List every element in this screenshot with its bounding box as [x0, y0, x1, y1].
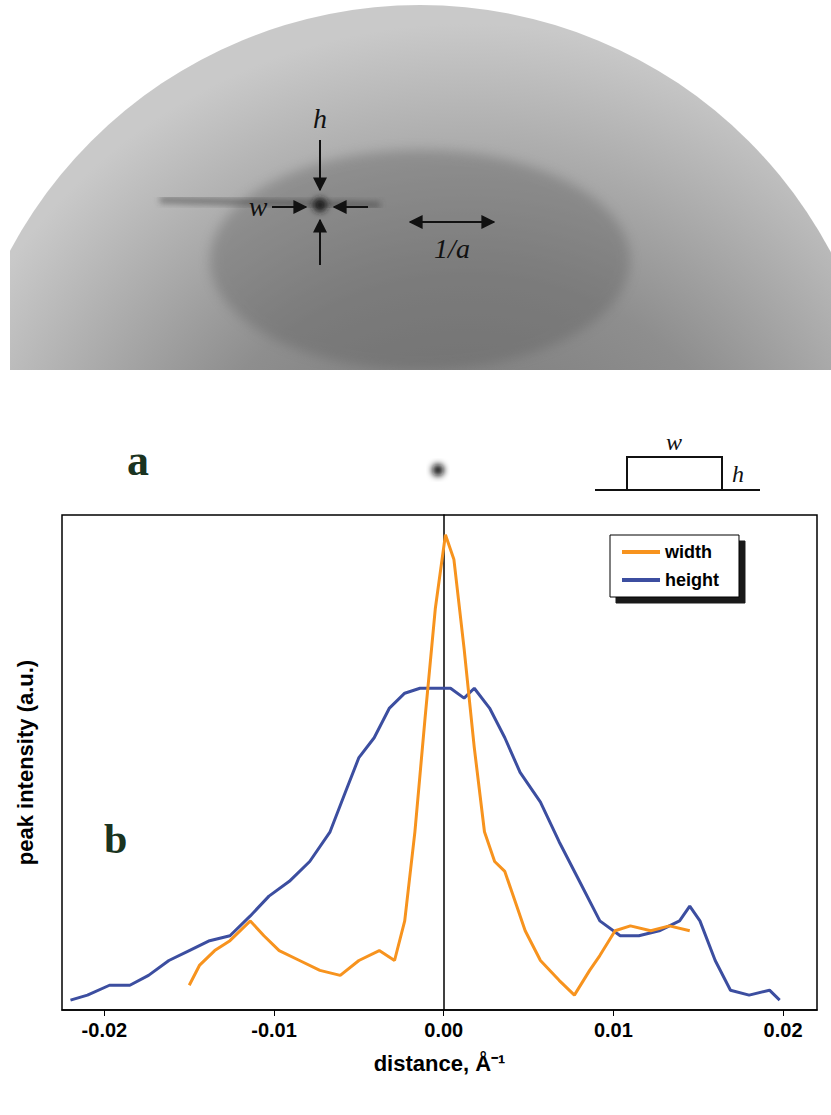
svg-text:w: w — [666, 429, 682, 455]
svg-text:peak intensity (a.u.): peak intensity (a.u.) — [13, 660, 38, 865]
svg-text:0.00: 0.00 — [424, 1019, 463, 1041]
svg-text:height: height — [665, 570, 719, 590]
svg-text:b: b — [104, 816, 127, 862]
svg-text:h: h — [732, 461, 744, 487]
svg-text:0.02: 0.02 — [764, 1019, 803, 1041]
svg-text:a: a — [127, 436, 149, 485]
svg-text:h: h — [313, 103, 327, 134]
svg-text:0.01: 0.01 — [594, 1019, 633, 1041]
svg-text:-0.02: -0.02 — [82, 1019, 128, 1041]
svg-text:width: width — [664, 542, 712, 562]
svg-text:1/a: 1/a — [434, 233, 470, 264]
svg-text:-0.01: -0.01 — [251, 1019, 297, 1041]
svg-text:w: w — [249, 191, 268, 222]
svg-text:distance, Å⁻¹: distance, Å⁻¹ — [374, 1050, 506, 1076]
